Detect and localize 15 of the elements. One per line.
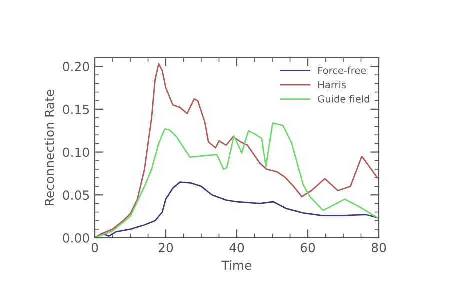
legend-label: Force-free [318, 66, 366, 74]
y-tick-label: 0.10 [63, 148, 90, 158]
x-tick-label: 60 [300, 243, 316, 253]
legend-label: Harris [318, 81, 346, 89]
y-axis-title: Reconnection Rate [44, 90, 54, 206]
legend-label: Guide field [318, 95, 370, 103]
y-tick-label: 0.00 [63, 233, 90, 243]
x-tick-label: 80 [372, 243, 386, 253]
x-axis-title: Time [222, 260, 252, 270]
x-tick-label: 0 [92, 243, 98, 253]
y-tick-label: 0.20 [63, 62, 90, 72]
x-tick-label: 40 [230, 243, 244, 253]
y-tick-label: 0.05 [63, 190, 90, 200]
y-tick-label: 0.15 [63, 104, 90, 114]
x-tick-label: 20 [158, 243, 174, 253]
